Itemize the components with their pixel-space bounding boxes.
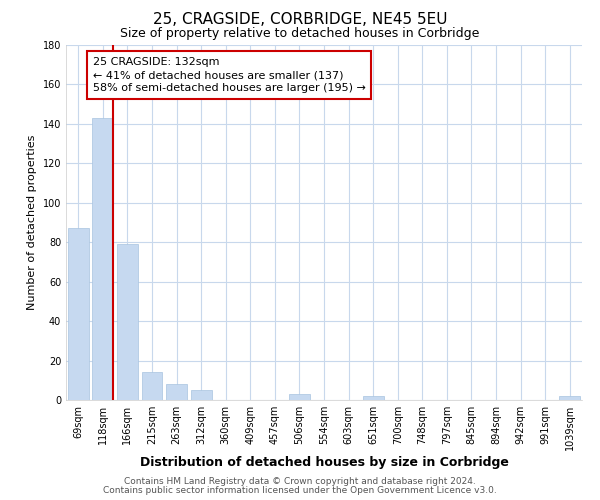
X-axis label: Distribution of detached houses by size in Corbridge: Distribution of detached houses by size … xyxy=(140,456,508,468)
Bar xyxy=(68,228,89,400)
Bar xyxy=(362,396,383,400)
Text: 25, CRAGSIDE, CORBRIDGE, NE45 5EU: 25, CRAGSIDE, CORBRIDGE, NE45 5EU xyxy=(153,12,447,28)
Bar xyxy=(92,118,113,400)
Text: Contains HM Land Registry data © Crown copyright and database right 2024.: Contains HM Land Registry data © Crown c… xyxy=(124,477,476,486)
Text: 25 CRAGSIDE: 132sqm
← 41% of detached houses are smaller (137)
58% of semi-detac: 25 CRAGSIDE: 132sqm ← 41% of detached ho… xyxy=(92,57,365,93)
Y-axis label: Number of detached properties: Number of detached properties xyxy=(27,135,37,310)
Bar xyxy=(142,372,163,400)
Text: Contains public sector information licensed under the Open Government Licence v3: Contains public sector information licen… xyxy=(103,486,497,495)
Bar xyxy=(117,244,138,400)
Text: Size of property relative to detached houses in Corbridge: Size of property relative to detached ho… xyxy=(121,28,479,40)
Bar xyxy=(191,390,212,400)
Bar xyxy=(559,396,580,400)
Bar xyxy=(289,394,310,400)
Bar xyxy=(166,384,187,400)
